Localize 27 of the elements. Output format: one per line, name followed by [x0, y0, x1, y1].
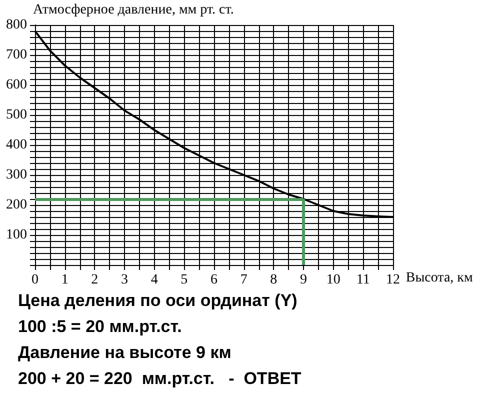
y-tick-label: 400: [6, 138, 27, 152]
y-axis-title: Атмосферное давление, мм рт. ст.: [33, 2, 234, 18]
text: Давление на высоте 9 км: [18, 343, 232, 362]
x-tick-label: 2: [91, 272, 98, 288]
x-tick-label: 7: [240, 272, 248, 288]
x-tick-label: 6: [210, 272, 218, 288]
x-tick-label: 1: [61, 272, 68, 288]
x-tick-label: 10: [326, 272, 340, 288]
x-tick-label: 0: [32, 272, 38, 288]
x-tick-label: 11: [356, 272, 370, 288]
y-tick-label: 200: [6, 198, 27, 212]
y-tick-label: 600: [6, 78, 27, 92]
y-tick-label: 800: [6, 18, 27, 32]
text: Цена деления по оси ординат (Y): [18, 291, 298, 310]
y-tick-label: 100: [6, 228, 27, 242]
text: 200 + 20 = 220 мм.рт.ст. - ОТВЕТ: [18, 369, 302, 388]
x-tick-label: 3: [121, 272, 128, 288]
x-tick-label: 5: [180, 272, 188, 288]
x-axis-title: Высота, км: [406, 270, 473, 286]
x-tick-label: 12: [386, 272, 400, 288]
y-tick-label: 300: [6, 168, 27, 182]
y-tick-label: 700: [6, 48, 27, 62]
x-tick-label: 9: [300, 272, 307, 288]
text: 100 :5 = 20 мм.рт.ст.: [18, 317, 182, 336]
y-tick-label: 500: [6, 108, 27, 122]
x-tick-label: 4: [150, 272, 158, 288]
x-tick-label: 8: [270, 272, 278, 288]
